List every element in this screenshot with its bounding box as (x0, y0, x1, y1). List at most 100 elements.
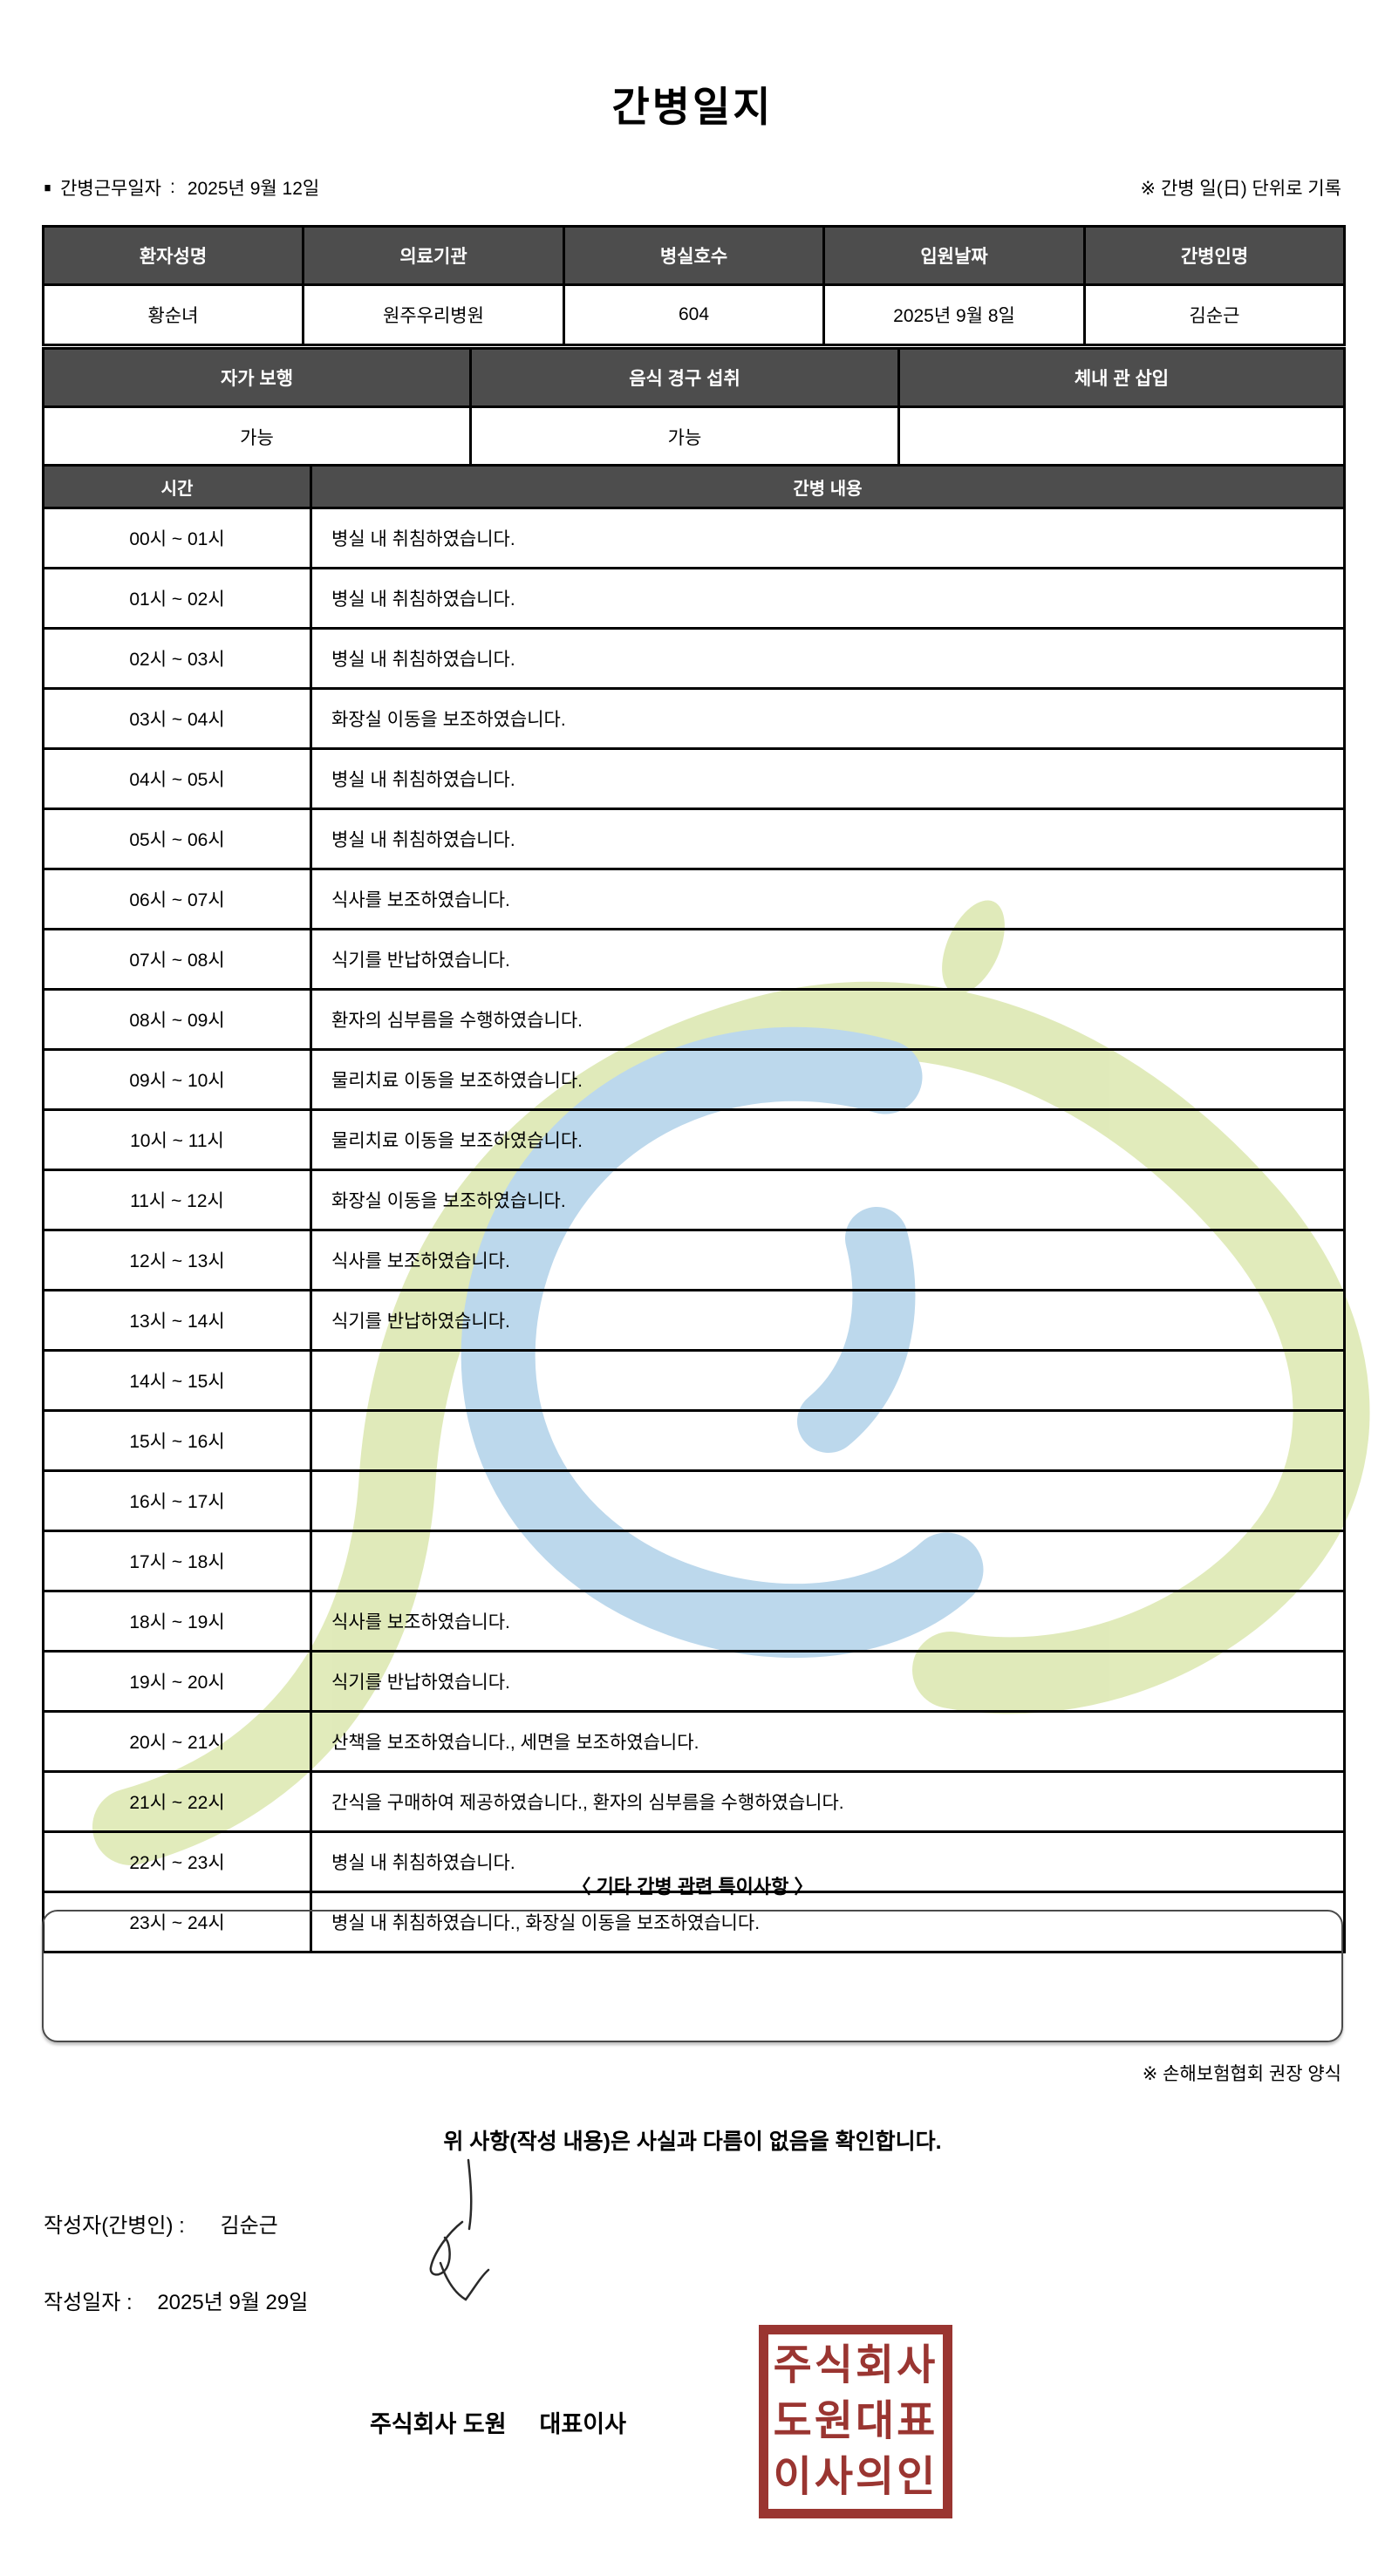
stamp-line: 주식회사 (773, 2342, 938, 2389)
table-row: 18시 ~ 19시 식사를 보조하였습니다. (42, 1590, 1346, 1653)
writer-label: 작성자(간병인) : (44, 2214, 185, 2238)
content-cell: 식기를 반납하였습니다. (310, 1289, 1346, 1352)
content-cell: 식사를 보조하였습니다. (310, 1229, 1346, 1291)
table-row: 16시 ~ 17시 (42, 1469, 1346, 1532)
company-name: 주식회사 도원 (370, 2411, 507, 2437)
table-header-row: 자가 보행 음식 경구 섭취 체내 관 삽입 (42, 347, 1346, 408)
self-walking-value: 가능 (42, 405, 472, 468)
time-cell: 11시 ~ 12시 (42, 1169, 312, 1231)
header-patient-name: 환자성명 (42, 225, 304, 286)
time-cell: 16시 ~ 17시 (42, 1469, 312, 1532)
table-row: 10시 ~ 11시 물리치료 이동을 보조하였습니다. (42, 1108, 1346, 1171)
admission-date-value: 2025년 9월 8일 (822, 283, 1086, 346)
written-date-value: 2025년 9월 29일 (157, 2291, 309, 2314)
content-cell: 병실 내 취침하였습니다. (310, 1830, 1346, 1893)
content-cell: 식기를 반납하였습니다. (310, 928, 1346, 991)
stamp-line: 도원대표 (773, 2398, 938, 2444)
table-row: 17시 ~ 18시 (42, 1530, 1346, 1592)
time-cell: 20시 ~ 21시 (42, 1710, 312, 1773)
content-cell: 화장실 이동을 보조하였습니다. (310, 687, 1346, 750)
header-care-content: 간병 내용 (310, 464, 1346, 509)
table-row: 13시 ~ 14시 식기를 반납하였습니다. (42, 1289, 1346, 1352)
care-work-date-label: 간병근무일자 (60, 179, 161, 199)
table-row: 19시 ~ 20시 식기를 반납하였습니다. (42, 1650, 1346, 1713)
header-oral-intake: 음식 경구 섭취 (469, 347, 900, 408)
content-cell (310, 1349, 1346, 1412)
time-cell: 13시 ~ 14시 (42, 1289, 312, 1352)
table-value-row: 황순녀 원주우리병원 604 2025년 9월 8일 김순근 (42, 283, 1346, 346)
content-cell: 식사를 보조하였습니다. (310, 1590, 1346, 1653)
table-row: 05시 ~ 06시 병실 내 취침하였습니다. (42, 808, 1346, 870)
content-cell (310, 1530, 1346, 1592)
writer-name: 김순근 (220, 2214, 278, 2238)
header-medical-institution: 의료기관 (302, 225, 565, 286)
caregiver-name-value: 김순근 (1083, 283, 1346, 346)
table-row: 14시 ~ 15시 (42, 1349, 1346, 1412)
medical-institution-value: 원주우리병원 (302, 283, 565, 346)
time-cell: 21시 ~ 22시 (42, 1770, 312, 1833)
time-cell: 08시 ~ 09시 (42, 988, 312, 1051)
header-caregiver-name: 간병인명 (1083, 225, 1346, 286)
colon-separator: : (169, 177, 175, 197)
content-cell: 병실 내 취침하였습니다. (310, 507, 1346, 569)
meta-row: ■ 간병근무일자 : 2025년 9월 12일 ※ 간병 일(日) 단위로 기록 (44, 174, 1341, 201)
time-cell: 00시 ~ 01시 (42, 507, 312, 569)
writer-line: 작성자(간병인) : 김순근 (44, 2208, 278, 2239)
table-value-row: 가능 가능 (42, 405, 1346, 468)
header-room-number: 병실호수 (563, 225, 825, 286)
header-self-walking: 자가 보행 (42, 347, 472, 408)
special-notes-box (42, 1910, 1343, 2042)
content-cell: 환자의 심부름을 수행하였습니다. (310, 988, 1346, 1051)
table-row: 09시 ~ 10시 물리치료 이동을 보조하였습니다. (42, 1048, 1346, 1111)
table-row: 04시 ~ 05시 병실 내 취침하였습니다. (42, 747, 1346, 810)
time-cell: 07시 ~ 08시 (42, 928, 312, 991)
care-work-date-value: 2025년 9월 12일 (187, 179, 320, 199)
patient-info-table: 환자성명 의료기관 병실호수 입원날짜 간병인명 황순녀 원주우리병원 604 … (42, 225, 1346, 346)
table-row: 12시 ~ 13시 식사를 보조하였습니다. (42, 1229, 1346, 1291)
patient-status-table: 자가 보행 음식 경구 섭취 체내 관 삽입 가능 가능 (42, 347, 1346, 468)
content-cell: 병실 내 취침하였습니다. (310, 567, 1346, 630)
content-cell: 화장실 이동을 보조하였습니다. (310, 1169, 1346, 1231)
table-row: 01시 ~ 02시 병실 내 취침하였습니다. (42, 567, 1346, 630)
time-cell: 04시 ~ 05시 (42, 747, 312, 810)
table-row: 22시 ~ 23시 병실 내 취침하였습니다. (42, 1830, 1346, 1893)
content-cell: 병실 내 취침하였습니다., 화장실 이동을 보조하였습니다. (310, 1891, 1346, 1953)
table-row: 07시 ~ 08시 식기를 반납하였습니다. (42, 928, 1346, 991)
content-cell: 병실 내 취침하였습니다. (310, 747, 1346, 810)
company-line: 주식회사 도원 대표이사 (370, 2405, 626, 2439)
care-work-date-line: ■ 간병근무일자 : 2025년 9월 12일 (44, 174, 320, 201)
time-cell: 03시 ~ 04시 (42, 687, 312, 750)
table-header-row: 시간 간병 내용 (42, 464, 1346, 509)
header-tube-insertion: 체내 관 삽입 (897, 347, 1346, 408)
oral-intake-value: 가능 (469, 405, 900, 468)
time-cell: 01시 ~ 02시 (42, 567, 312, 630)
table-row: 03시 ~ 04시 화장실 이동을 보조하였습니다. (42, 687, 1346, 750)
recommended-form-note: ※ 손해보험협회 권장 양식 (1142, 2064, 1341, 2084)
time-cell: 06시 ~ 07시 (42, 868, 312, 930)
hourly-care-log-table: 시간 간병 내용 00시 ~ 01시 병실 내 취침하였습니다. 01시 ~ 02… (42, 464, 1346, 1953)
time-cell: 10시 ~ 11시 (42, 1108, 312, 1171)
page-title: 간병일지 (611, 84, 774, 130)
time-cell: 19시 ~ 20시 (42, 1650, 312, 1713)
header-admission-date: 입원날짜 (822, 225, 1086, 286)
time-cell: 09시 ~ 10시 (42, 1048, 312, 1111)
handwritten-signature (429, 2158, 490, 2301)
recording-unit-note: ※ 간병 일(日) 단위로 기록 (1140, 179, 1341, 199)
content-cell: 간식을 구매하여 제공하였습니다., 환자의 심부름을 수행하였습니다. (310, 1770, 1346, 1833)
time-cell: 15시 ~ 16시 (42, 1409, 312, 1472)
table-row: 11시 ~ 12시 화장실 이동을 보조하였습니다. (42, 1169, 1346, 1231)
ceo-title: 대표이사 (539, 2411, 626, 2437)
time-cell: 22시 ~ 23시 (42, 1830, 312, 1893)
time-cell: 02시 ~ 03시 (42, 627, 312, 690)
special-notes-title: 〈 기타 간병 관련 특이사항 〉 (571, 1876, 814, 1898)
time-cell: 17시 ~ 18시 (42, 1530, 312, 1592)
content-cell: 식기를 반납하였습니다. (310, 1650, 1346, 1713)
room-number-value: 604 (563, 283, 825, 346)
time-cell: 18시 ~ 19시 (42, 1590, 312, 1653)
written-date-label: 작성일자 : (44, 2291, 133, 2314)
stamp-line: 이사의인 (773, 2454, 938, 2500)
tube-insertion-value (897, 405, 1346, 468)
table-row: 15시 ~ 16시 (42, 1409, 1346, 1472)
table-row: 21시 ~ 22시 간식을 구매하여 제공하였습니다., 환자의 심부름을 수행하… (42, 1770, 1346, 1833)
confirmation-statement: 위 사항(작성 내용)은 사실과 다름이 없음을 확인합니다. (443, 2130, 942, 2154)
